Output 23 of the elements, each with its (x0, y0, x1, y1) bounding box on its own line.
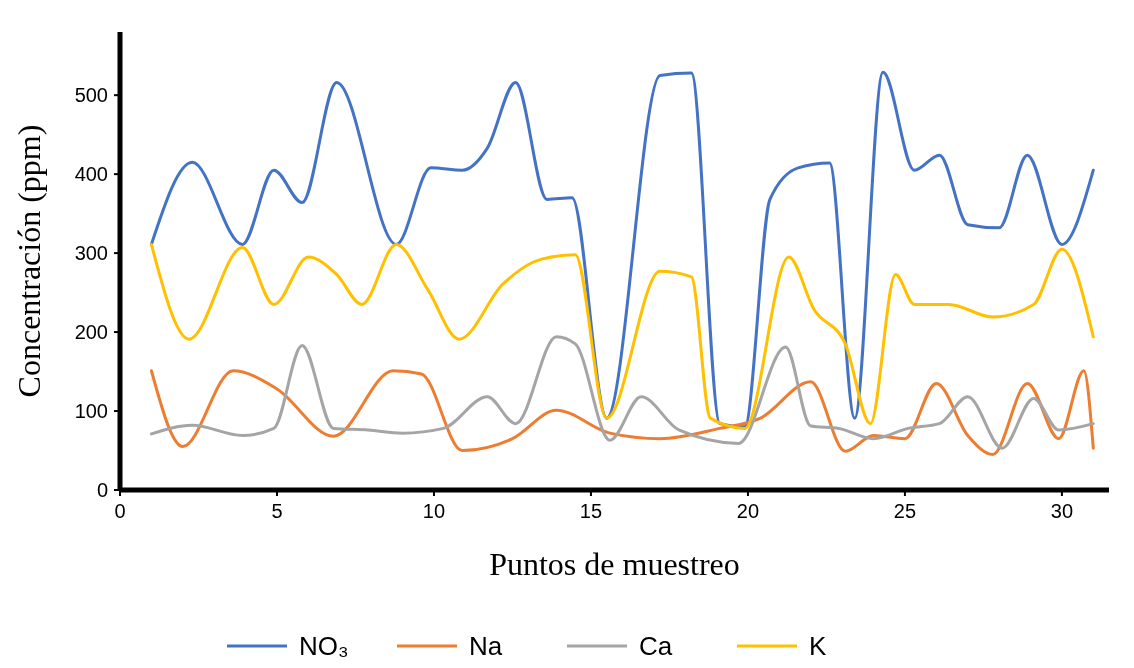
legend-label: Ca (639, 631, 673, 662)
x-tick-label: 25 (893, 500, 917, 522)
x-tick-label: 0 (114, 500, 126, 522)
y-tick-label: 100 (74, 400, 108, 423)
y-tick-label: 400 (74, 163, 108, 186)
legend-label: K (809, 631, 827, 662)
x-tick-label: 5 (271, 500, 283, 522)
y-tick-label: 200 (74, 321, 108, 344)
y-tick-label: 300 (74, 242, 108, 265)
line-series (149, 70, 1095, 429)
y-tick-label: 0 (96, 479, 108, 501)
line-series (149, 242, 1095, 430)
y-tick-label: 500 (74, 84, 108, 107)
line-series (149, 335, 1095, 450)
x-tick-label: 20 (736, 500, 760, 522)
y-axis-title: Concentración (ppm) (11, 124, 47, 398)
x-axis-title: Puntos de muestreo (489, 546, 740, 582)
legend-label: Na (469, 631, 503, 662)
legend-label: NO₃ (299, 631, 349, 662)
x-tick-label: 10 (422, 500, 446, 522)
x-tick-label: 15 (579, 500, 603, 522)
x-tick-label: 30 (1050, 500, 1074, 522)
line-series (149, 369, 1095, 456)
